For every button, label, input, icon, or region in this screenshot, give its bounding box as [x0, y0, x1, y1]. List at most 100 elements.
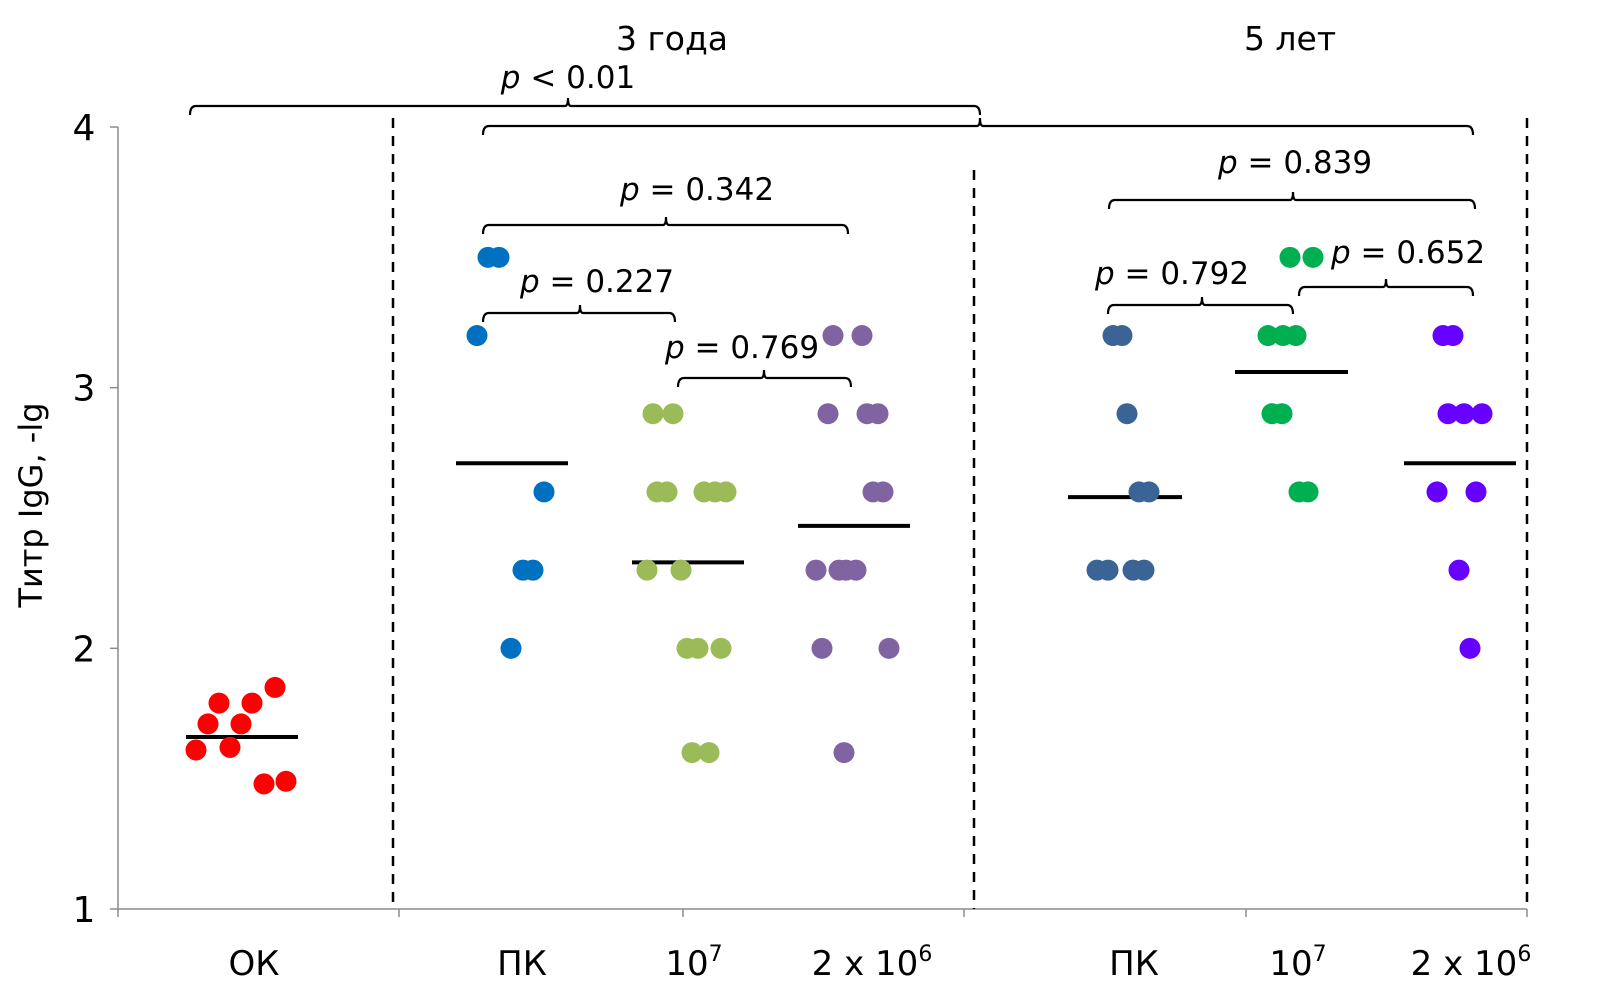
x-tick-label-pk3: ПК — [497, 944, 547, 984]
mean-lines — [186, 370, 1516, 739]
p-value-label: p = 0.652 — [1330, 235, 1485, 271]
p-value: 0.769 — [730, 330, 819, 366]
y-tick-label: 2 — [73, 629, 96, 670]
data-point-e6_3 — [811, 637, 833, 659]
data-point-e6_3 — [822, 325, 844, 347]
data-point-e7_3 — [656, 481, 678, 503]
x-tick-label-pk5: ПК — [1109, 944, 1159, 984]
data-point-e7_5 — [1297, 481, 1319, 503]
data-point-e6_5 — [1437, 403, 1459, 425]
data-point-e7_3 — [670, 559, 692, 581]
data-point-e7_5 — [1279, 246, 1301, 268]
data-point-e6_5 — [1448, 559, 1470, 581]
data-point-e6_3 — [817, 403, 839, 425]
data-point-ok — [185, 739, 207, 761]
y-tick-label: 4 — [73, 108, 96, 149]
data-point-pk3 — [488, 246, 510, 268]
x-tick-label-base: 10 — [665, 944, 708, 984]
x-tick-label-base: 2 x 10 — [812, 944, 919, 984]
p-symbol: p — [1217, 145, 1238, 181]
data-point-ok — [253, 773, 275, 795]
p-symbol: p — [519, 264, 540, 300]
significance-bracket — [1107, 191, 1477, 210]
p-operator: = — [685, 330, 731, 366]
x-tick-label-ok: ОК — [229, 944, 280, 984]
x-tick-label-e6_3: 2 x 106 — [812, 942, 933, 984]
significance-bracket — [481, 216, 850, 235]
x-tick-label-base: ПК — [497, 944, 547, 984]
p-operator: < — [520, 60, 566, 96]
p-operator: = — [1351, 235, 1397, 271]
x-tick-label-exponent: 6 — [918, 942, 932, 967]
data-point-ok — [241, 692, 263, 714]
group-header-3y: 3 года — [616, 19, 728, 58]
x-tick-label-e6_5: 2 x 106 — [1411, 942, 1532, 984]
data-point-e6_5 — [1471, 403, 1493, 425]
data-point-e6_5 — [1453, 403, 1475, 425]
data-point-pk5 — [1133, 559, 1155, 581]
data-point-e6_5 — [1426, 481, 1448, 503]
data-point-pk5 — [1097, 559, 1119, 581]
group-header-5y: 5 лет — [1244, 19, 1336, 58]
x-tick-label-base: 10 — [1269, 944, 1312, 984]
p-operator: = — [640, 172, 686, 208]
x-tick-label-exponent: 6 — [1517, 942, 1531, 967]
significance-bracket — [1106, 296, 1295, 315]
p-symbol: p — [1094, 256, 1115, 292]
data-point-e6_3 — [867, 403, 889, 425]
data-point-pk5 — [1111, 325, 1133, 347]
y-tick-label: 1 — [73, 890, 96, 931]
data-points — [185, 246, 1493, 795]
data-point-e7_5 — [1285, 325, 1307, 347]
data-point-e7_3 — [642, 403, 664, 425]
p-value: 0.792 — [1160, 256, 1249, 292]
data-point-e7_3 — [681, 742, 703, 764]
group-dividers — [391, 118, 1529, 909]
data-point-e7_3 — [698, 742, 720, 764]
p-value-label: p = 0.769 — [664, 330, 819, 366]
data-point-ok — [275, 770, 297, 792]
data-point-pk3 — [533, 481, 555, 503]
data-point-pk3 — [522, 559, 544, 581]
data-point-e6_5 — [1459, 637, 1481, 659]
x-tick-label-base: 2 x 10 — [1411, 944, 1518, 984]
data-point-e6_3 — [872, 481, 894, 503]
data-point-ok — [230, 713, 252, 735]
p-value-label: p = 0.227 — [519, 264, 674, 300]
significance-bracket — [188, 97, 982, 116]
data-point-e6_3 — [878, 637, 900, 659]
p-symbol: p — [619, 172, 640, 208]
significance-bracket — [481, 304, 677, 323]
p-value-label: p = 0.342 — [619, 172, 774, 208]
p-value-label: p = 0.792 — [1094, 256, 1249, 292]
p-symbol: p — [500, 60, 521, 96]
x-tick-label-exponent: 7 — [709, 942, 723, 967]
data-point-e7_3 — [636, 559, 658, 581]
data-point-ok — [219, 736, 241, 758]
p-operator: = — [1238, 145, 1284, 181]
y-tick-label: 3 — [73, 369, 96, 410]
significance-bracket — [676, 369, 853, 388]
p-symbol: p — [1330, 235, 1351, 271]
data-point-e7_3 — [710, 637, 732, 659]
x-tick-label-base: ПК — [1109, 944, 1159, 984]
labels: Титр IgG, -lg 3 года 5 лет — [12, 19, 1336, 609]
significance-bracket — [1297, 278, 1475, 297]
data-point-e7_3 — [715, 481, 737, 503]
p-operator: = — [540, 264, 586, 300]
p-symbol: p — [664, 330, 685, 366]
y-axis-label: Титр IgG, -lg — [12, 402, 50, 608]
p-value-label: p = 0.839 — [1217, 145, 1372, 181]
data-point-pk3 — [500, 637, 522, 659]
data-point-pk5 — [1138, 481, 1160, 503]
data-point-e7_3 — [662, 403, 684, 425]
data-point-e6_5 — [1442, 325, 1464, 347]
data-point-pk5 — [1116, 403, 1138, 425]
significance-bracket — [481, 117, 1475, 136]
data-point-e6_3 — [833, 742, 855, 764]
x-tick-label-e7_3: 107 — [665, 942, 722, 984]
data-point-e7_5 — [1257, 325, 1279, 347]
